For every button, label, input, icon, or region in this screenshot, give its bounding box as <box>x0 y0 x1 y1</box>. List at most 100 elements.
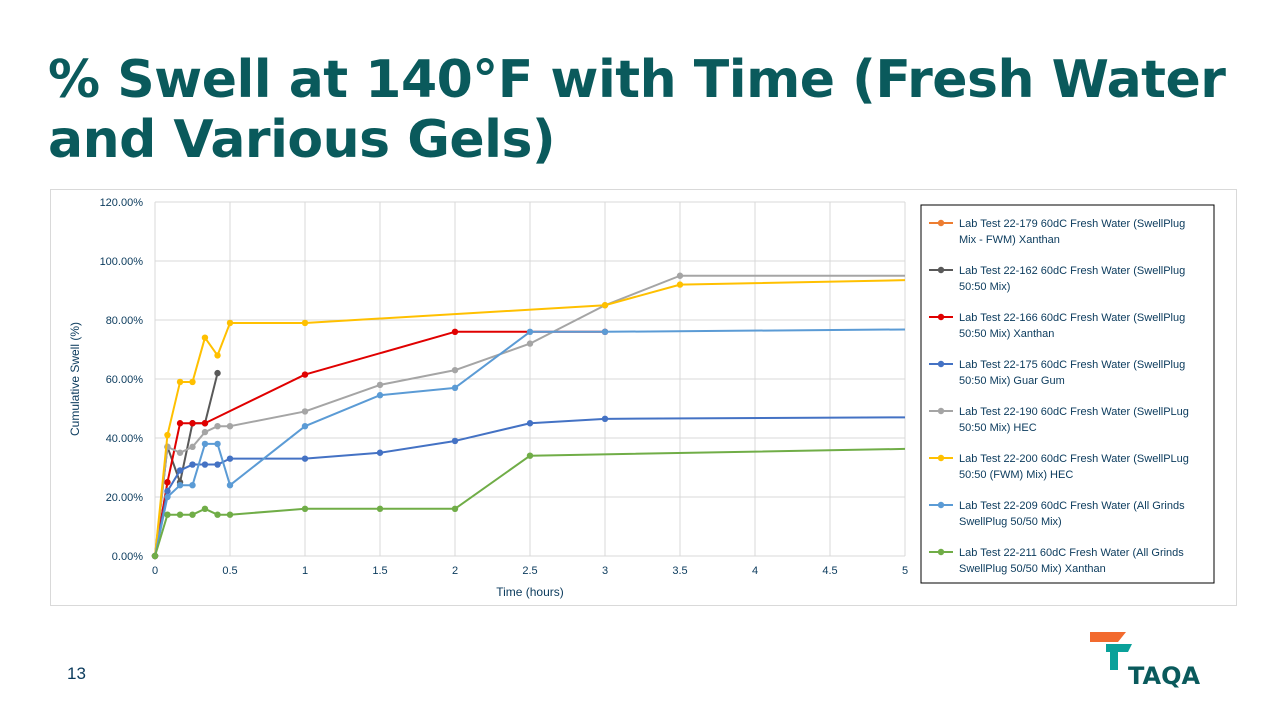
series-8-point <box>164 511 171 518</box>
y-tick-label: 80.00% <box>106 315 144 327</box>
y-axis-label: Cumulative Swell (%) <box>68 322 82 436</box>
series-7-point <box>451 384 459 392</box>
legend-label: SwellPlug 50/50 Mix) Xanthan <box>959 563 1106 575</box>
series-4-point <box>526 420 534 427</box>
x-tick-label: 0 <box>152 565 158 577</box>
page-number: 13 <box>67 664 86 683</box>
legend-swatch-marker <box>937 501 945 509</box>
series-8-point <box>526 452 534 459</box>
y-tick-label: 100.00% <box>100 256 144 268</box>
series-2-point <box>214 369 221 377</box>
series-6-point <box>676 281 684 288</box>
y-tick-label: 20.00% <box>106 492 144 504</box>
y-tick-label: 60.00% <box>106 374 144 386</box>
series-7-point <box>601 328 609 335</box>
series-5-point <box>214 423 221 430</box>
slide-title: % Swell at 140°F with Time (Fresh Water … <box>48 50 1226 170</box>
legend-label: SwellPlug 50/50 Mix) <box>959 516 1062 528</box>
series-4-point <box>226 455 234 462</box>
series-8-point <box>301 505 309 512</box>
legend-swatch-marker <box>937 360 945 368</box>
series-7-point <box>164 493 171 501</box>
series-4-point <box>201 461 209 468</box>
series-8-point <box>151 552 159 560</box>
x-tick-label: 1.5 <box>372 565 387 577</box>
x-tick-label: 3.5 <box>672 565 687 577</box>
series-7-point <box>226 482 234 489</box>
taqa-logo: TAQA <box>1090 632 1200 690</box>
series-5-point <box>451 366 459 374</box>
legend-box <box>920 204 1215 584</box>
series-7-point <box>176 482 184 489</box>
legend-label: Lab Test 22-166 60dC Fresh Water (SwellP… <box>959 312 1185 324</box>
legend-label: 50:50 Mix) HEC <box>959 422 1037 434</box>
series-5-point <box>301 408 309 415</box>
logo-text: TAQA <box>1128 662 1200 690</box>
legend-swatch-marker <box>937 266 945 274</box>
x-tick-label: 4 <box>752 565 758 577</box>
legend-swatch-marker <box>937 548 945 556</box>
series-4-point <box>601 415 609 423</box>
logo-teal-mark <box>1106 644 1132 670</box>
series-4-point <box>176 467 184 474</box>
series-6-point <box>164 431 171 439</box>
series-8-point <box>214 511 221 518</box>
series-4-point <box>301 455 309 462</box>
series-6-point <box>214 352 221 359</box>
legend-swatch-marker <box>937 407 945 415</box>
series-3-point <box>451 328 459 335</box>
series-8-point <box>451 505 459 512</box>
series-6-point <box>176 378 184 386</box>
series-8-point <box>201 505 209 512</box>
series-8-point <box>189 511 196 518</box>
x-tick-label: 3 <box>602 565 608 577</box>
legend-swatch-marker <box>937 219 945 227</box>
legend-label: Lab Test 22-209 60dC Fresh Water (All Gr… <box>959 500 1185 512</box>
series-8-point <box>176 511 184 518</box>
series-5-point <box>201 428 209 436</box>
series-7-point <box>214 440 221 448</box>
x-tick-label: 2 <box>452 565 458 577</box>
legend-label: 50:50 Mix) Guar Gum <box>959 375 1065 387</box>
series-line-3 <box>154 330 605 557</box>
legend-label: Lab Test 22-190 60dC Fresh Water (SwellP… <box>959 406 1189 418</box>
series-5-point <box>376 381 384 389</box>
series-8-point <box>226 511 234 518</box>
y-tick-label: 120.00% <box>100 197 144 209</box>
series-7-point <box>376 392 384 399</box>
legend-label: 50:50 Mix) <box>959 281 1010 293</box>
series-3-point <box>189 420 196 427</box>
series-6-point <box>226 319 234 327</box>
legend-label: 50:50 (FWM) Mix) HEC <box>959 469 1073 481</box>
legend-label: Lab Test 22-162 60dC Fresh Water (SwellP… <box>959 265 1185 277</box>
series-7-point <box>189 482 196 489</box>
series-7-point <box>301 423 309 430</box>
series-3-point <box>301 371 309 378</box>
chart-area: 0.00% 20.00% 40.00% 60.00% 80.00% 100.00% 120.… <box>50 189 1237 606</box>
x-tick-label: 0.5 <box>222 565 237 577</box>
legend-label: Lab Test 22-179 60dC Fresh Water (SwellP… <box>959 218 1185 230</box>
legend-swatch-marker <box>937 313 945 321</box>
series-5-point <box>526 340 534 347</box>
series-6-point <box>301 319 309 327</box>
x-tick-label: 4.5 <box>822 565 837 577</box>
y-tick-label: 40.00% <box>106 433 144 445</box>
series-3-point <box>164 479 171 486</box>
series-8-point <box>376 505 384 512</box>
legend-label: 50:50 Mix) Xanthan <box>959 328 1054 340</box>
series-7-point <box>201 440 209 448</box>
series-6-point <box>201 334 209 341</box>
series-5-point <box>676 272 684 279</box>
series-5-point <box>189 443 196 451</box>
series-4-point <box>189 461 196 468</box>
x-tick-label: 5 <box>902 565 908 577</box>
logo-orange-mark <box>1090 632 1126 642</box>
series-3-point <box>201 420 209 427</box>
series-4-point <box>376 449 384 456</box>
series-6-point <box>601 302 609 309</box>
legend-label: Lab Test 22-211 60dC Fresh Water (All Gr… <box>959 547 1184 559</box>
series-4-point <box>214 461 221 468</box>
series-4-point <box>451 437 459 445</box>
legend-label: Mix - FWM) Xanthan <box>959 234 1060 246</box>
series-5-point <box>176 449 184 456</box>
